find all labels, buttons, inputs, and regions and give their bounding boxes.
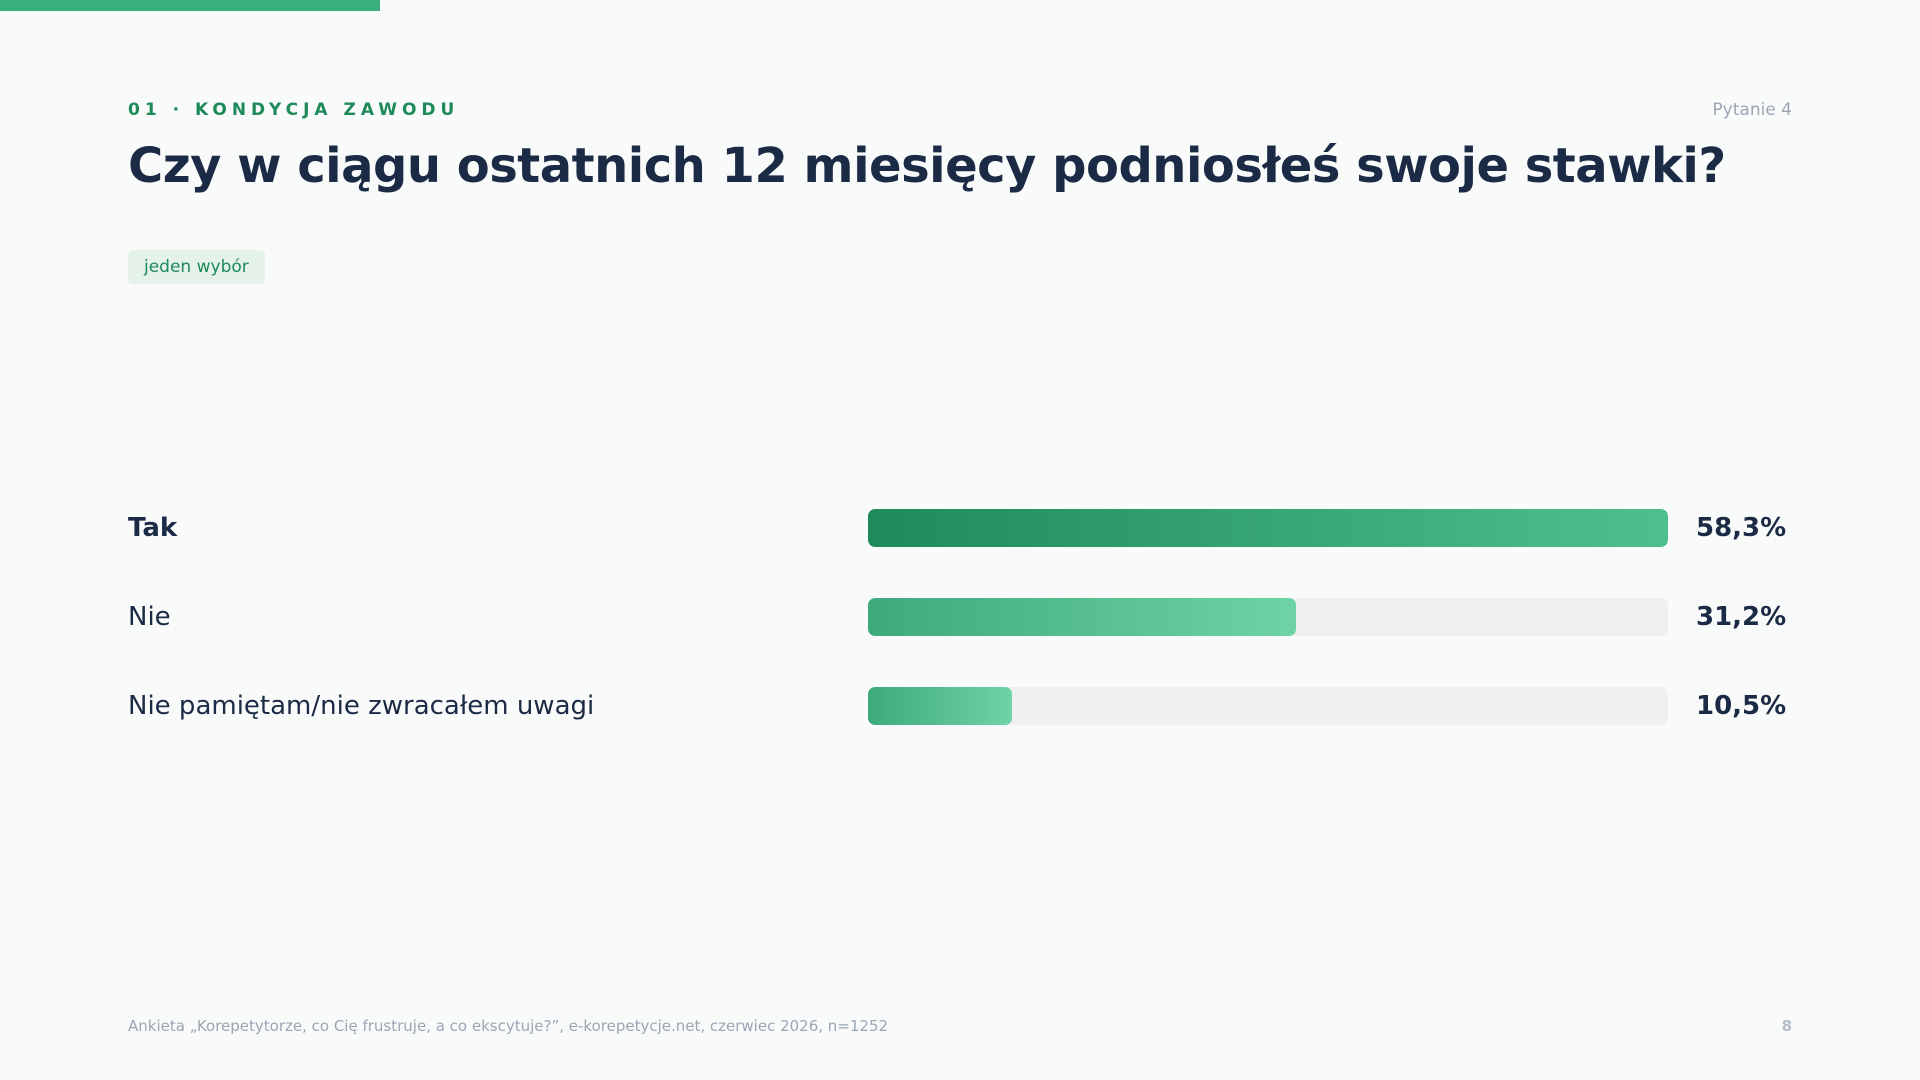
page-number: 8 [1781,1017,1792,1035]
top-accent-bar [0,0,380,11]
bar-track [868,509,1668,547]
choice-type-badge: jeden wybór [128,250,265,284]
bar-value-label: 10,5% [1696,691,1787,721]
bar-track [868,598,1668,636]
bar-fill [868,598,1297,636]
bar-category-label: Tak [128,513,178,543]
section-label: 01 · KONDYCJA ZAWODU [128,100,460,120]
bar-fill [868,687,1013,725]
question-number: Pytanie 4 [1712,100,1792,120]
bar-category-label: Nie pamiętam/nie zwracałem uwagi [128,691,595,721]
chart-bar-row: Nie pamiętam/nie zwracałem uwagi 10,5% [0,686,1920,726]
question-title: Czy w ciągu ostatnich 12 miesięcy podnio… [128,138,1726,194]
bar-category-label: Nie [128,602,171,632]
bar-value-label: 58,3% [1696,513,1787,543]
bar-value-label: 31,2% [1696,602,1787,632]
chart-bar-row: Tak 58,3% [0,508,1920,548]
bar-fill [868,509,1668,547]
survey-source-footnote: Ankieta „Korepetytorze, co Cię frustruje… [128,1017,889,1035]
bar-track [868,687,1668,725]
chart-bar-row: Nie 31,2% [0,597,1920,637]
